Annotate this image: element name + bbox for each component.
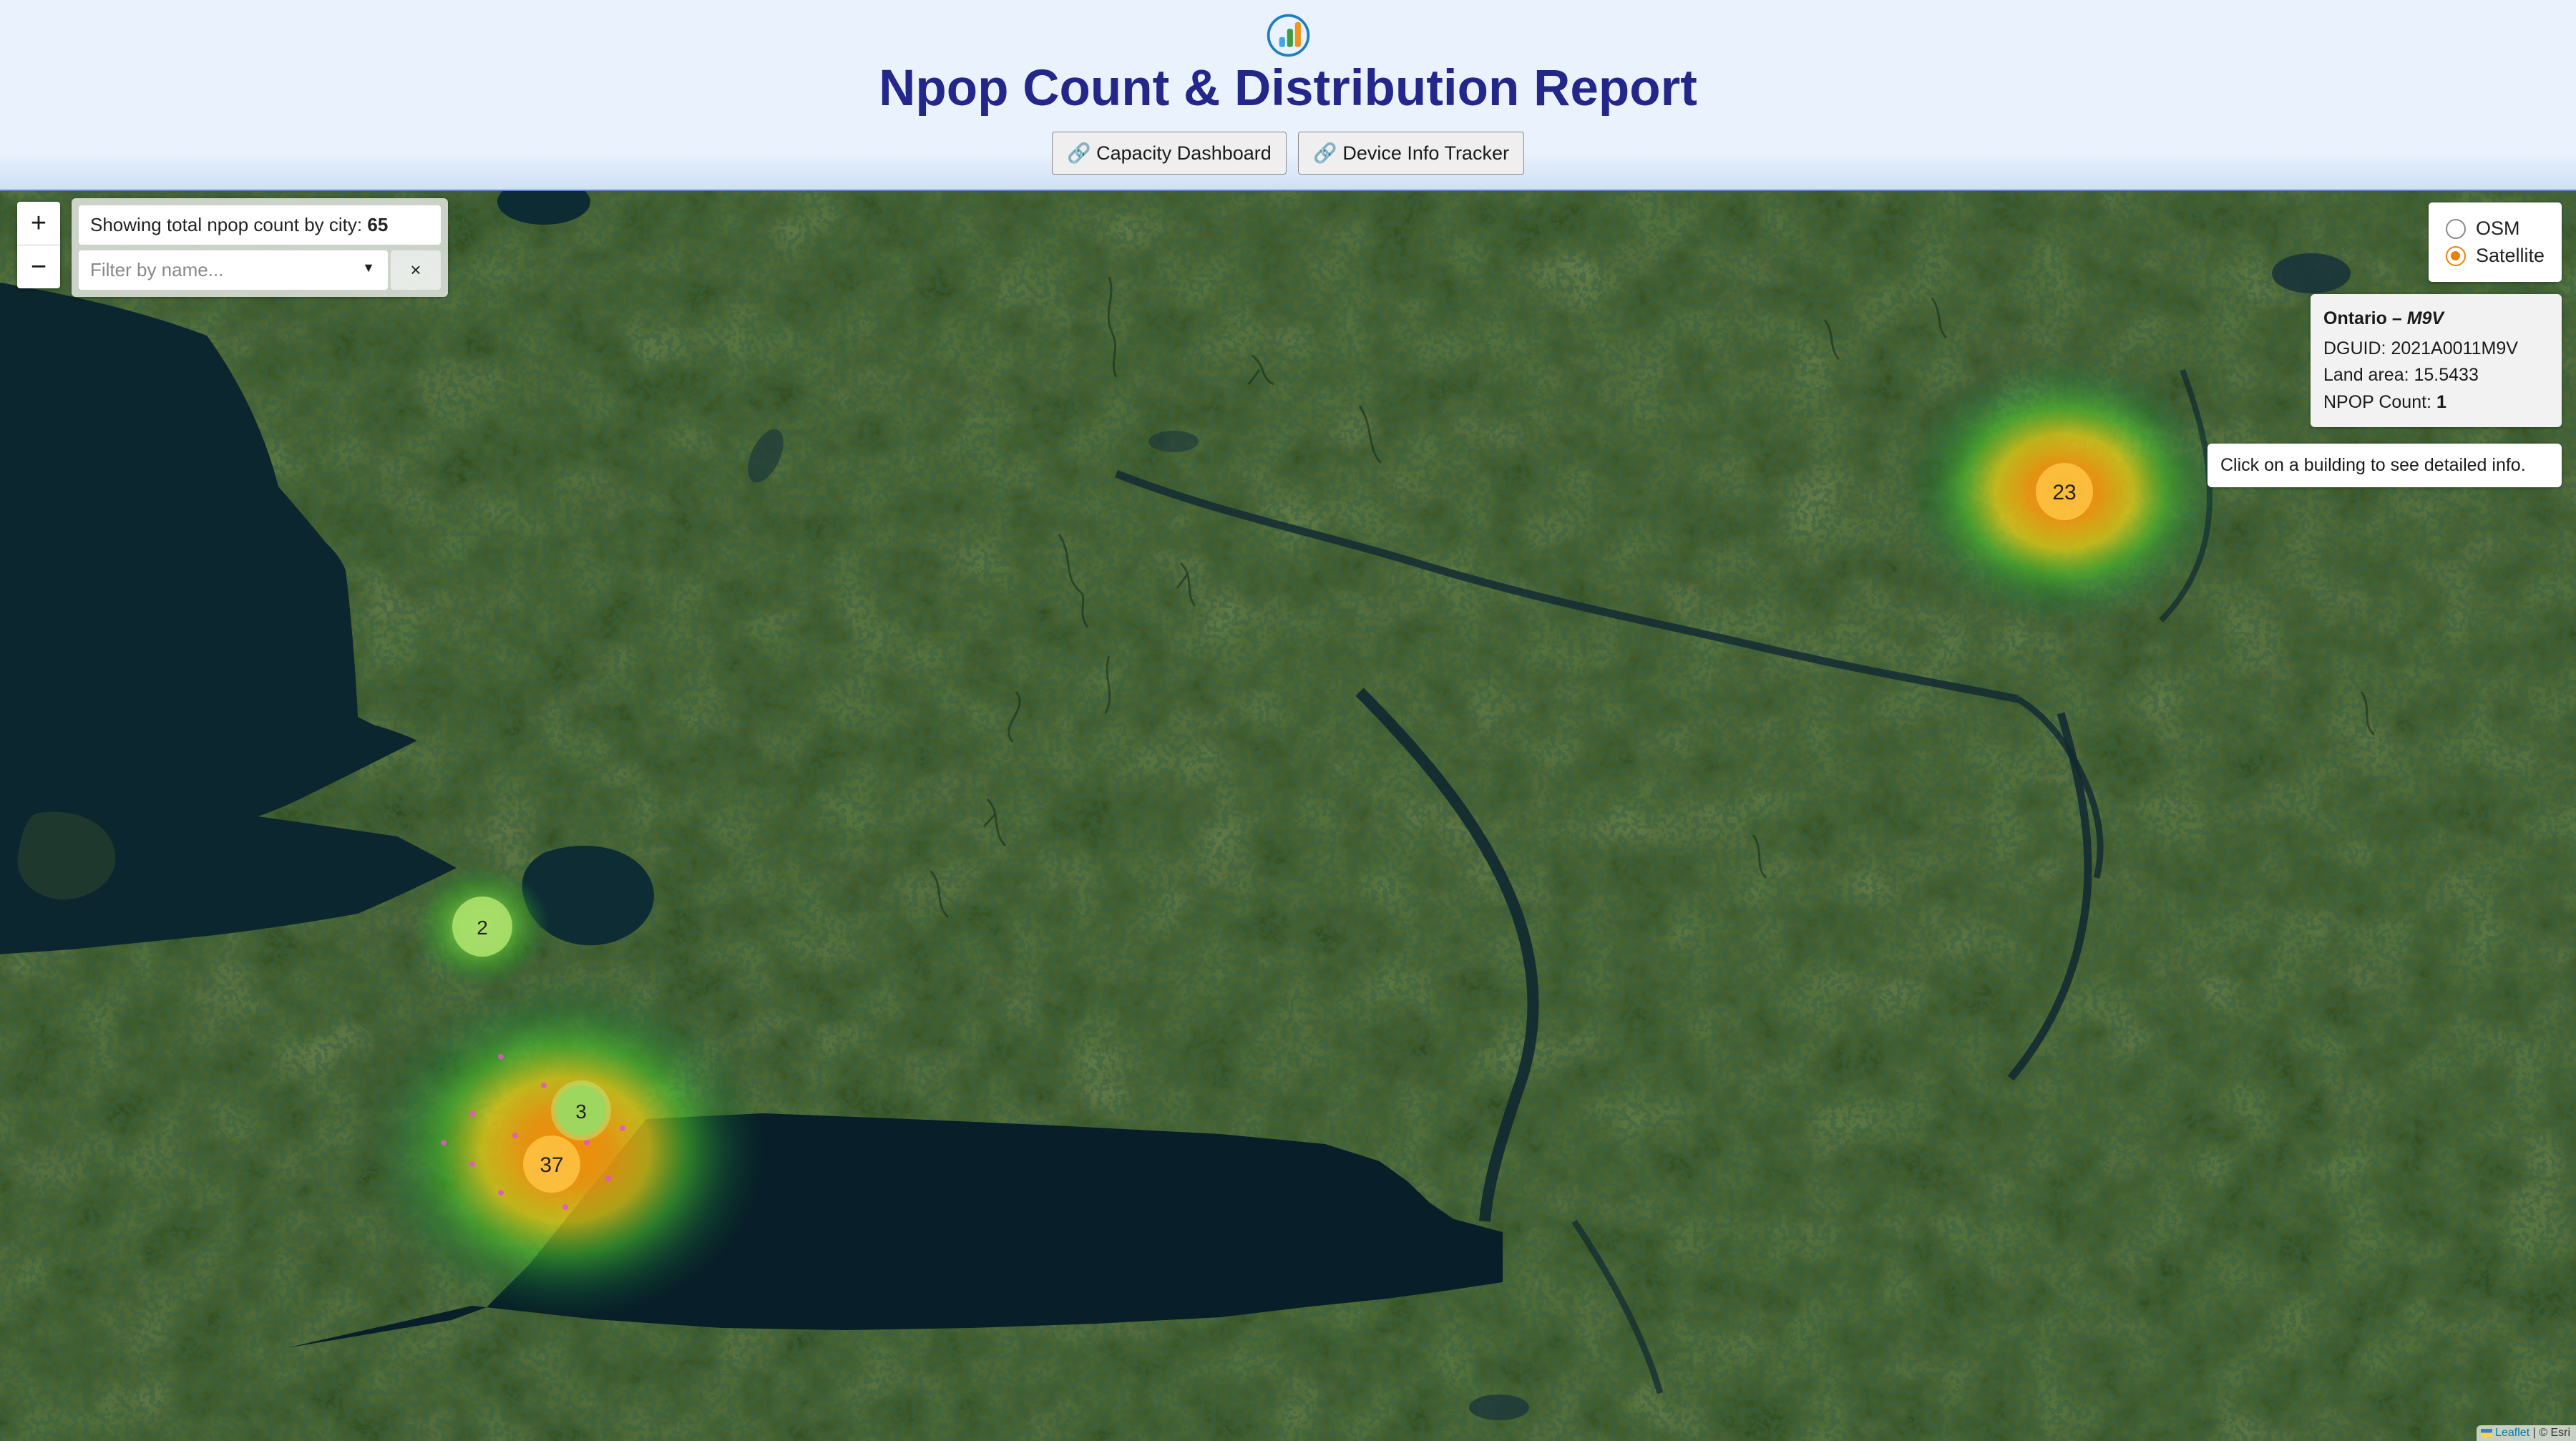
svg-text:3: 3 <box>575 1100 587 1123</box>
svg-text:37: 37 <box>540 1153 563 1177</box>
svg-text:2: 2 <box>477 917 488 939</box>
svg-text:23: 23 <box>2052 481 2076 504</box>
